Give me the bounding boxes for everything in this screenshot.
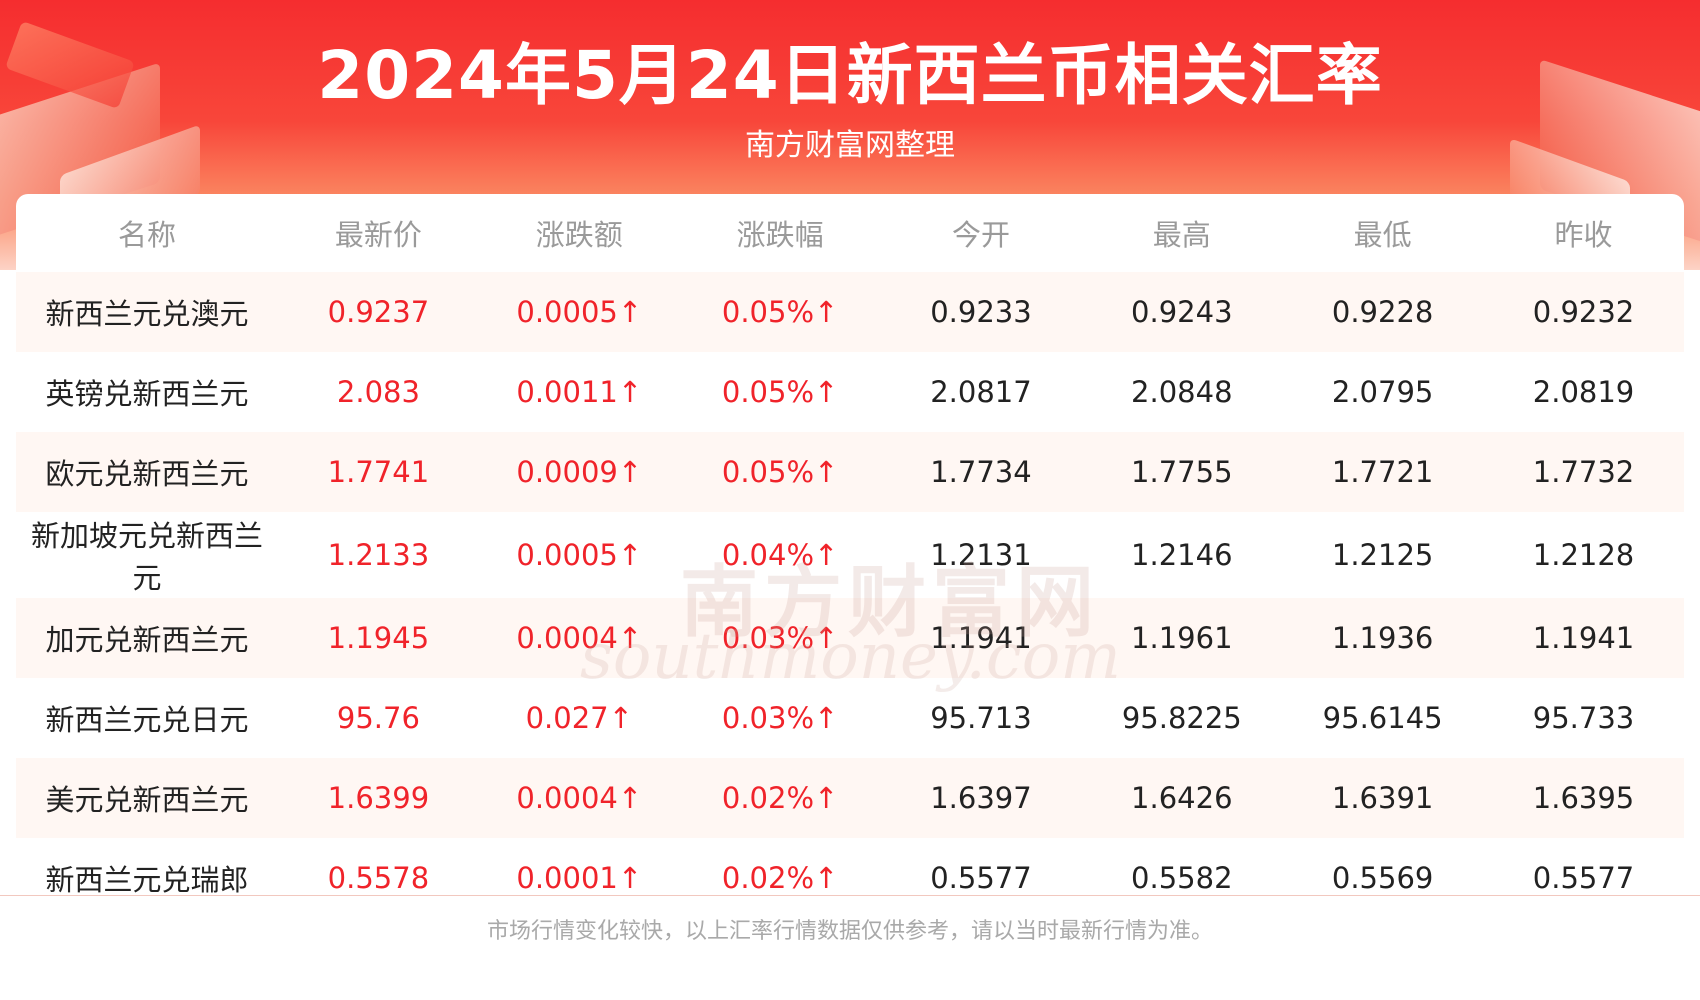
cell-latest: 1.6399 bbox=[278, 758, 479, 838]
table-row: 美元兑新西兰元 1.6399 0.0004↑ 0.02%↑ 1.6397 1.6… bbox=[16, 758, 1684, 838]
cell-low: 0.9228 bbox=[1282, 272, 1484, 352]
cell-change: 0.0004↑ bbox=[478, 758, 680, 838]
table-row: 新加坡元兑新西兰元 1.2133 0.0005↑ 0.04%↑ 1.2131 1… bbox=[16, 512, 1684, 598]
cell-high: 1.6426 bbox=[1081, 758, 1283, 838]
cell-latest: 0.9237 bbox=[278, 272, 479, 352]
cell-high: 2.0848 bbox=[1081, 352, 1283, 432]
column-header-change-pct: 涨跌幅 bbox=[736, 218, 824, 252]
footer-divider bbox=[0, 895, 1700, 896]
cell-prev-close: 1.7732 bbox=[1483, 432, 1684, 512]
cell-change-pct: 0.03%↑ bbox=[679, 598, 881, 678]
table-row: 新西兰元兑日元 95.76 0.027↑ 0.03%↑ 95.713 95.82… bbox=[16, 678, 1684, 758]
cell-prev-close: 95.733 bbox=[1483, 678, 1684, 758]
table-row: 英镑兑新西兰元 2.083 0.0011↑ 0.05%↑ 2.0817 2.08… bbox=[16, 352, 1684, 432]
cell-open: 0.9233 bbox=[880, 272, 1082, 352]
cell-latest: 1.1945 bbox=[278, 598, 479, 678]
cell-change-pct: 0.05%↑ bbox=[679, 352, 881, 432]
cell-change-pct: 0.05%↑ bbox=[679, 272, 881, 352]
cell-change-pct: 0.04%↑ bbox=[679, 512, 881, 598]
cell-latest: 95.76 bbox=[278, 678, 479, 758]
cell-low: 1.2125 bbox=[1282, 512, 1484, 598]
cell-high: 95.8225 bbox=[1081, 678, 1283, 758]
cell-open: 1.7734 bbox=[880, 432, 1082, 512]
cell-high: 1.7755 bbox=[1081, 432, 1283, 512]
cell-open: 0.5577 bbox=[880, 838, 1082, 918]
cell-open: 1.6397 bbox=[880, 758, 1082, 838]
rates-card: 名称 最新价 涨跌额 涨跌幅 今开 最高 最低 昨收 新西兰元兑澳元 0.923… bbox=[16, 194, 1684, 918]
cell-low: 95.6145 bbox=[1282, 678, 1484, 758]
cell-high: 0.9243 bbox=[1081, 272, 1283, 352]
cell-prev-close: 1.1941 bbox=[1483, 598, 1684, 678]
cell-name: 美元兑新西兰元 bbox=[16, 758, 278, 838]
page-subtitle: 南方财富网整理 bbox=[745, 128, 955, 163]
cell-low: 1.7721 bbox=[1282, 432, 1484, 512]
cell-low: 1.1936 bbox=[1282, 598, 1484, 678]
cell-high: 1.1961 bbox=[1081, 598, 1283, 678]
cell-change: 0.0004↑ bbox=[478, 598, 680, 678]
cell-low: 2.0795 bbox=[1282, 352, 1484, 432]
table-row: 新西兰元兑澳元 0.9237 0.0005↑ 0.05%↑ 0.9233 0.9… bbox=[16, 272, 1684, 352]
cell-name: 加元兑新西兰元 bbox=[16, 598, 278, 678]
cell-name: 欧元兑新西兰元 bbox=[16, 432, 278, 512]
cell-prev-close: 0.5577 bbox=[1483, 838, 1684, 918]
cell-name: 新加坡元兑新西兰元 bbox=[16, 512, 278, 598]
cell-low: 0.5569 bbox=[1282, 838, 1484, 918]
column-header-high: 最高 bbox=[1152, 218, 1211, 252]
cell-prev-close: 2.0819 bbox=[1483, 352, 1684, 432]
cell-change: 0.027↑ bbox=[478, 678, 680, 758]
column-header-latest: 最新价 bbox=[334, 218, 422, 252]
cell-change: 0.0009↑ bbox=[478, 432, 680, 512]
cell-prev-close: 1.2128 bbox=[1483, 512, 1684, 598]
cell-name: 新西兰元兑瑞郎 bbox=[16, 838, 278, 918]
cell-name: 新西兰元兑日元 bbox=[16, 678, 278, 758]
table-row: 加元兑新西兰元 1.1945 0.0004↑ 0.03%↑ 1.1941 1.1… bbox=[16, 598, 1684, 678]
table-row: 新西兰元兑瑞郎 0.5578 0.0001↑ 0.02%↑ 0.5577 0.5… bbox=[16, 838, 1684, 918]
cell-latest: 1.7741 bbox=[278, 432, 479, 512]
cell-open: 1.2131 bbox=[880, 512, 1082, 598]
cell-change-pct: 0.03%↑ bbox=[679, 678, 881, 758]
cell-low: 1.6391 bbox=[1282, 758, 1484, 838]
column-header-open: 今开 bbox=[951, 218, 1010, 252]
cell-latest: 2.083 bbox=[278, 352, 479, 432]
cell-prev-close: 0.9232 bbox=[1483, 272, 1684, 352]
cell-open: 1.1941 bbox=[880, 598, 1082, 678]
cell-name: 英镑兑新西兰元 bbox=[16, 352, 278, 432]
cell-latest: 0.5578 bbox=[278, 838, 479, 918]
cell-change: 0.0005↑ bbox=[478, 272, 680, 352]
column-header-low: 最低 bbox=[1353, 218, 1412, 252]
column-header-name: 名称 bbox=[117, 218, 176, 252]
cell-prev-close: 1.6395 bbox=[1483, 758, 1684, 838]
table-row: 欧元兑新西兰元 1.7741 0.0009↑ 0.05%↑ 1.7734 1.7… bbox=[16, 432, 1684, 512]
cell-change: 0.0011↑ bbox=[478, 352, 680, 432]
cell-open: 2.0817 bbox=[880, 352, 1082, 432]
page-title: 2024年5月24日新西兰币相关汇率 bbox=[317, 37, 1383, 114]
cell-change-pct: 0.05%↑ bbox=[679, 432, 881, 512]
cell-change-pct: 0.02%↑ bbox=[679, 758, 881, 838]
column-header-prev-close: 昨收 bbox=[1554, 218, 1613, 252]
cell-high: 0.5582 bbox=[1081, 838, 1283, 918]
cell-change-pct: 0.02%↑ bbox=[679, 838, 881, 918]
disclaimer-note: 市场行情变化较快，以上汇率行情数据仅供参考，请以当时最新行情为准。 bbox=[486, 919, 1213, 944]
table-header-row: 名称 最新价 涨跌额 涨跌幅 今开 最高 最低 昨收 bbox=[16, 194, 1684, 272]
cell-high: 1.2146 bbox=[1081, 512, 1283, 598]
rates-table: 名称 最新价 涨跌额 涨跌幅 今开 最高 最低 昨收 新西兰元兑澳元 0.923… bbox=[16, 194, 1684, 918]
cell-latest: 1.2133 bbox=[278, 512, 479, 598]
column-header-change: 涨跌额 bbox=[535, 218, 623, 252]
cell-name: 新西兰元兑澳元 bbox=[16, 272, 278, 352]
cell-change: 0.0005↑ bbox=[478, 512, 680, 598]
cell-open: 95.713 bbox=[880, 678, 1082, 758]
cell-change: 0.0001↑ bbox=[478, 838, 680, 918]
